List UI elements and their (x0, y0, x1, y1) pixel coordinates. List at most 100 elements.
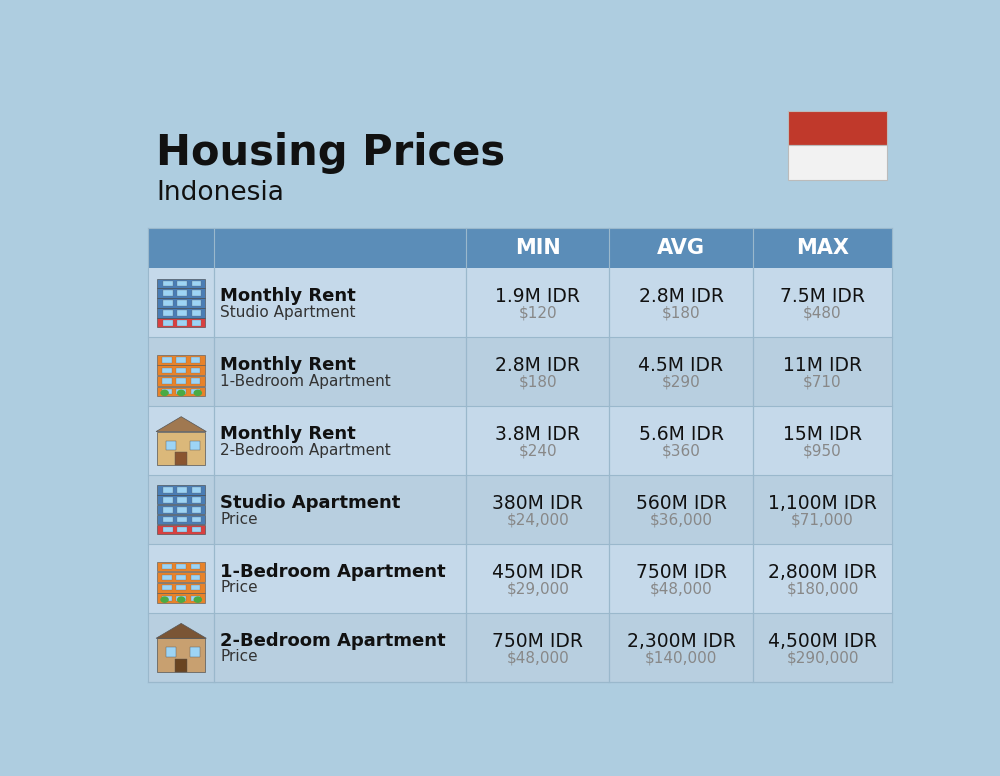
Circle shape (177, 390, 185, 397)
Bar (162, 575, 172, 580)
Bar (190, 647, 200, 656)
Circle shape (177, 596, 185, 603)
Text: $950: $950 (803, 443, 842, 459)
Bar (157, 431, 205, 466)
Bar (157, 505, 205, 514)
Text: Monthly Rent: Monthly Rent (220, 287, 356, 306)
Text: Price: Price (220, 511, 258, 527)
Polygon shape (156, 623, 206, 639)
Bar (163, 497, 173, 503)
Bar (157, 562, 205, 571)
Bar (177, 310, 187, 316)
Text: $480: $480 (803, 306, 842, 320)
Text: 1-Bedroom Apartment: 1-Bedroom Apartment (220, 374, 391, 389)
Text: 4.5M IDR: 4.5M IDR (639, 356, 724, 375)
Circle shape (194, 390, 202, 397)
Text: 450M IDR: 450M IDR (492, 563, 583, 581)
Text: 750M IDR: 750M IDR (492, 632, 583, 650)
Bar (192, 517, 201, 522)
Bar (166, 441, 176, 450)
Bar (177, 517, 187, 522)
Circle shape (194, 596, 202, 603)
Bar (177, 507, 187, 513)
Bar (157, 355, 205, 365)
Text: $180: $180 (518, 374, 557, 390)
Bar (157, 594, 205, 603)
Bar (157, 583, 205, 593)
Bar (176, 564, 186, 570)
Text: 2.8M IDR: 2.8M IDR (495, 356, 580, 375)
Text: 1,100M IDR: 1,100M IDR (768, 494, 877, 513)
Bar (163, 487, 173, 493)
Text: MIN: MIN (515, 238, 561, 258)
Bar (176, 585, 186, 591)
Bar (157, 308, 205, 317)
Bar (177, 290, 187, 296)
Bar (191, 379, 200, 383)
Text: Studio Apartment: Studio Apartment (220, 305, 356, 320)
Text: $290,000: $290,000 (786, 650, 859, 665)
Bar (157, 639, 205, 672)
Bar (148, 337, 892, 406)
Text: 4,500M IDR: 4,500M IDR (768, 632, 877, 650)
Text: 2,300M IDR: 2,300M IDR (627, 632, 736, 650)
Bar (177, 527, 187, 532)
Text: $360: $360 (662, 443, 700, 459)
Bar (148, 227, 892, 268)
Bar (192, 310, 201, 316)
Bar (157, 376, 205, 386)
Bar (191, 564, 200, 570)
Text: 5.6M IDR: 5.6M IDR (639, 424, 724, 444)
Bar (148, 406, 892, 475)
Bar (177, 497, 187, 503)
Bar (192, 487, 201, 493)
Bar (192, 280, 201, 286)
Bar (162, 585, 172, 591)
Text: $180,000: $180,000 (786, 581, 859, 596)
Bar (162, 379, 172, 383)
Bar (157, 365, 205, 376)
Bar (166, 647, 176, 656)
Text: 1-Bedroom Apartment: 1-Bedroom Apartment (220, 563, 446, 581)
Text: $71,000: $71,000 (791, 512, 854, 527)
Bar (157, 279, 205, 288)
Bar (157, 318, 205, 327)
Bar (157, 515, 205, 525)
Text: Monthly Rent: Monthly Rent (220, 356, 356, 374)
Bar (163, 320, 173, 326)
Polygon shape (156, 417, 206, 431)
Bar (163, 527, 173, 532)
Bar (157, 299, 205, 307)
Text: 560M IDR: 560M IDR (636, 494, 727, 513)
Bar (162, 389, 172, 394)
Bar (176, 379, 186, 383)
Bar (177, 320, 187, 326)
Bar (177, 487, 187, 493)
Text: 380M IDR: 380M IDR (492, 494, 583, 513)
Bar (157, 386, 205, 397)
Bar (163, 290, 173, 296)
Bar (163, 280, 173, 286)
Text: $240: $240 (518, 443, 557, 459)
Bar (148, 544, 892, 613)
Bar (162, 596, 172, 601)
Bar (191, 585, 200, 591)
Bar (157, 485, 205, 494)
Bar (163, 300, 173, 306)
Bar (191, 358, 200, 362)
Bar (176, 596, 186, 601)
Bar (177, 300, 187, 306)
Bar (788, 111, 887, 145)
Bar (163, 507, 173, 513)
Text: $36,000: $36,000 (650, 512, 713, 527)
Text: AVG: AVG (657, 238, 705, 258)
Text: 3.8M IDR: 3.8M IDR (495, 424, 580, 444)
Text: $140,000: $140,000 (645, 650, 717, 665)
Text: $29,000: $29,000 (506, 581, 569, 596)
Bar (162, 564, 172, 570)
Bar (788, 145, 887, 180)
Bar (190, 441, 200, 450)
Bar (192, 507, 201, 513)
Text: Price: Price (220, 650, 258, 664)
Text: 2-Bedroom Apartment: 2-Bedroom Apartment (220, 442, 391, 458)
